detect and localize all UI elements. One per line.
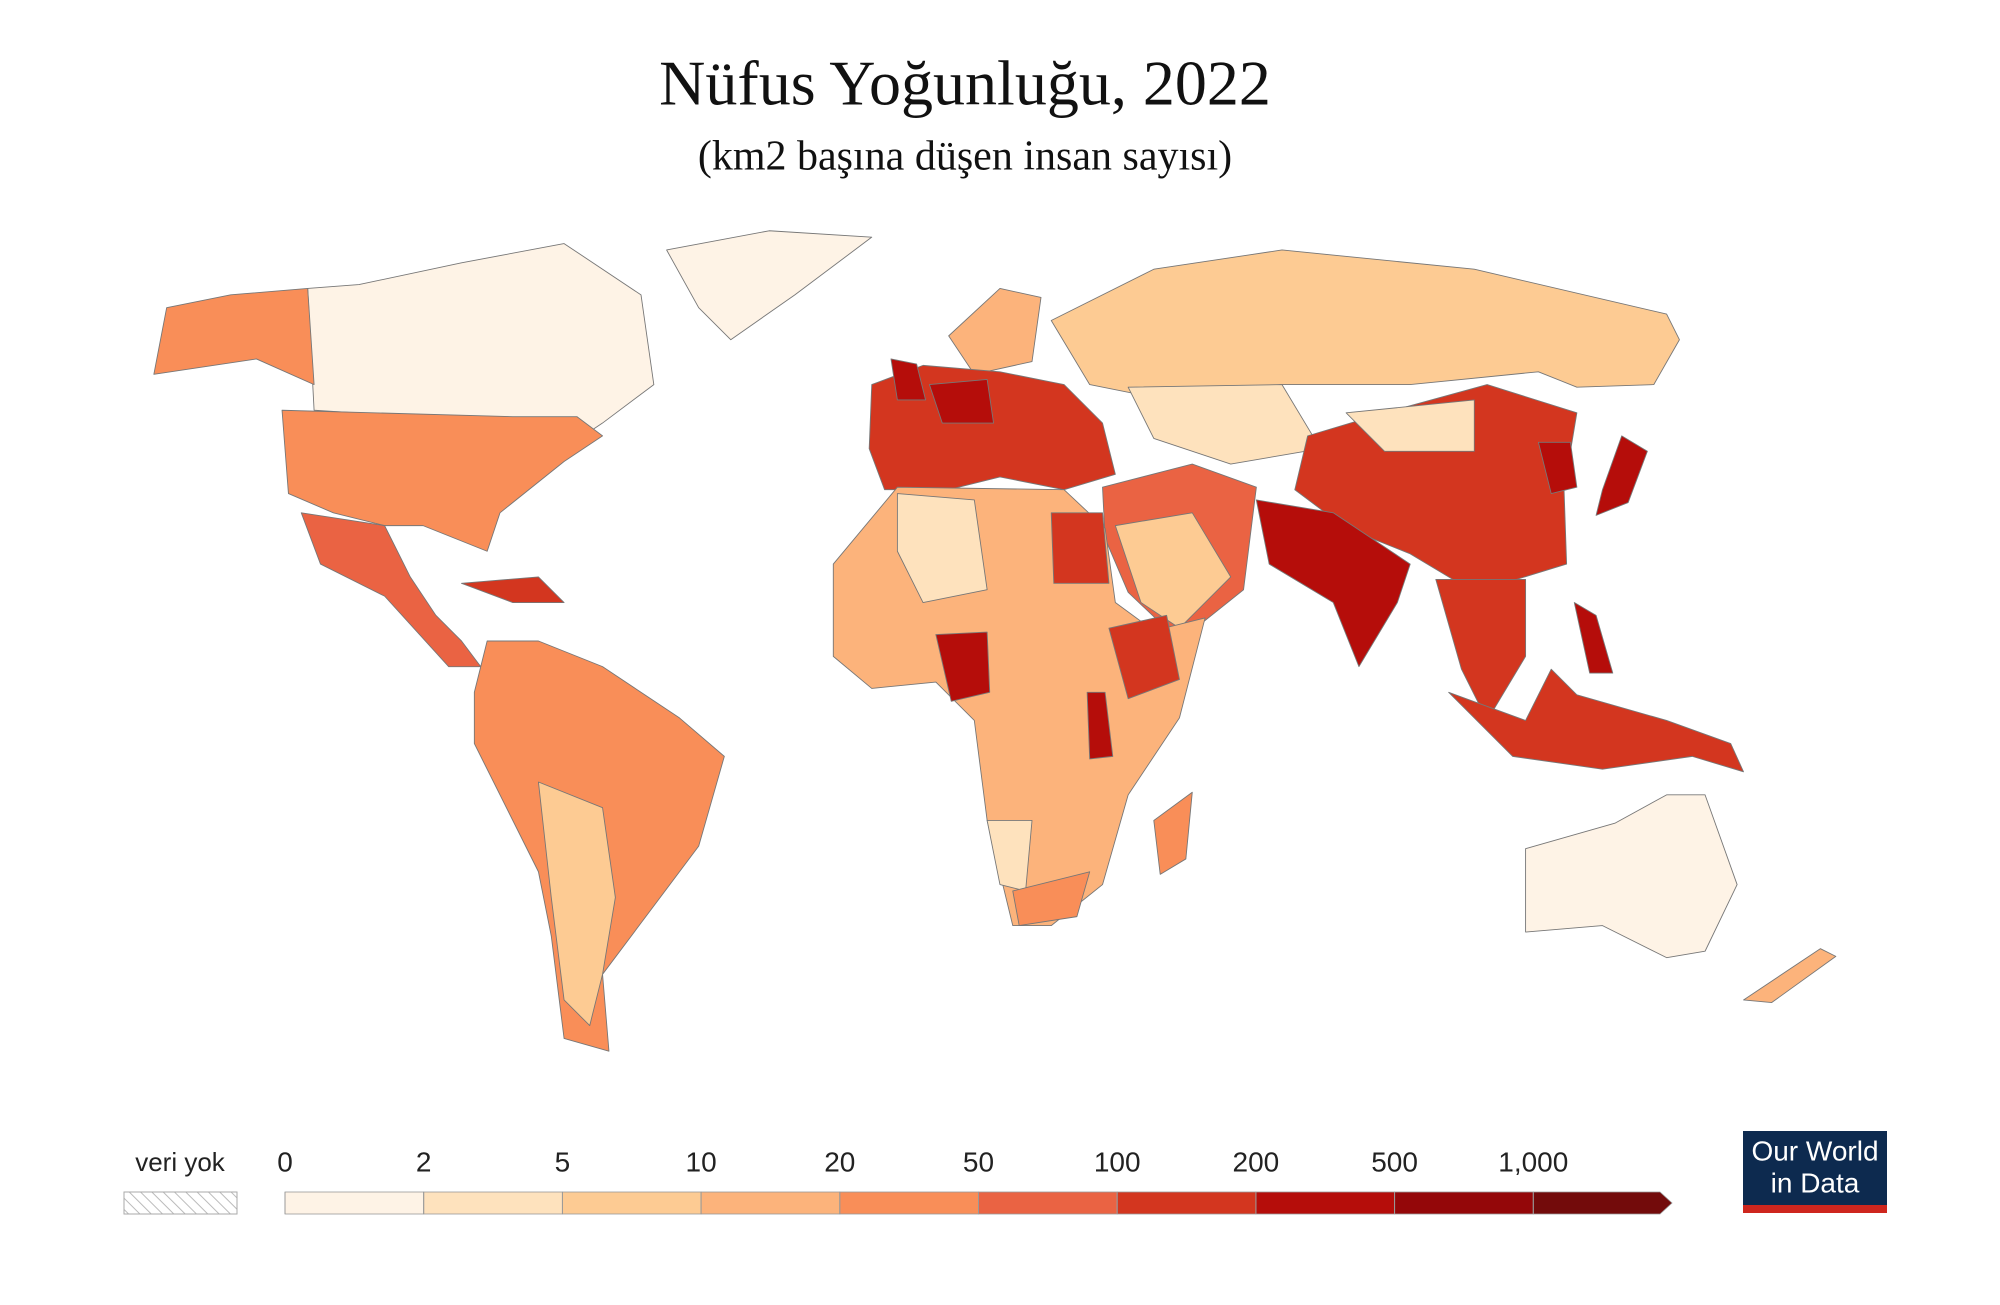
- world-map: [153, 230, 1837, 1052]
- legend-swatch: [1255, 1191, 1396, 1215]
- legend-tick-label: 50: [963, 1146, 994, 1177]
- title: Nüfus Yoğunluğu, 2022: [659, 48, 1271, 119]
- country: [1108, 614, 1180, 700]
- country: [1743, 948, 1837, 1003]
- legend-swatch: [1532, 1191, 1673, 1215]
- no-data-swatch: [123, 1191, 238, 1215]
- legend-tick-label: 100: [1094, 1146, 1141, 1177]
- country: [1127, 384, 1321, 465]
- logo-text: Our World: [1751, 1135, 1878, 1166]
- legend-tick-label: 20: [824, 1146, 855, 1177]
- country: [890, 358, 927, 401]
- legend-swatch: [700, 1191, 841, 1215]
- no-data-label: veri yok: [135, 1147, 226, 1177]
- country: [868, 364, 1116, 491]
- country: [1525, 794, 1738, 959]
- country: [986, 820, 1033, 892]
- legend-swatch: [1394, 1191, 1534, 1215]
- country: [896, 493, 988, 603]
- legend-swatch: [423, 1191, 563, 1215]
- country: [929, 379, 994, 424]
- legend: 0 2 5 10 20 50 100 200 500 1,000: [277, 1146, 1673, 1215]
- legend-tick-label: 200: [1233, 1146, 1280, 1177]
- legend-tick-label: 0: [277, 1146, 293, 1177]
- country: [153, 288, 315, 386]
- legend-tick-label: 5: [555, 1146, 571, 1177]
- country: [281, 409, 603, 552]
- legend-swatch: [839, 1191, 979, 1215]
- country: [666, 230, 873, 341]
- legend-tick-label: 10: [686, 1146, 717, 1177]
- country: [948, 288, 1042, 375]
- country: [1012, 871, 1091, 927]
- legend-tick-label: 500: [1371, 1146, 1418, 1177]
- country: [1595, 435, 1648, 516]
- country: [935, 631, 991, 702]
- country: [300, 512, 482, 668]
- country: [537, 781, 616, 1027]
- country: [1114, 512, 1232, 629]
- legend-swatch: [978, 1191, 1118, 1215]
- country: [1086, 691, 1114, 760]
- legend-tick-label: 1,000: [1498, 1146, 1568, 1177]
- logo: [1743, 1131, 1887, 1213]
- country: [1050, 512, 1110, 584]
- legend-swatch: [1116, 1191, 1257, 1215]
- logo-stripe: [1743, 1205, 1887, 1213]
- country: [1573, 602, 1614, 674]
- country: [1255, 499, 1411, 668]
- country: [1448, 668, 1744, 773]
- legend-swatch: [562, 1191, 702, 1215]
- logo-text: in Data: [1771, 1167, 1860, 1198]
- country: [1435, 579, 1527, 721]
- country: [461, 576, 565, 603]
- country: [1153, 791, 1193, 875]
- country: [1345, 399, 1475, 452]
- legend-swatch: [284, 1191, 425, 1215]
- legend-tick-label: 2: [416, 1146, 432, 1177]
- country: [1050, 249, 1680, 398]
- country: [1537, 441, 1578, 495]
- subtitle: (km2 başına düşen insan sayısı): [698, 134, 1232, 180]
